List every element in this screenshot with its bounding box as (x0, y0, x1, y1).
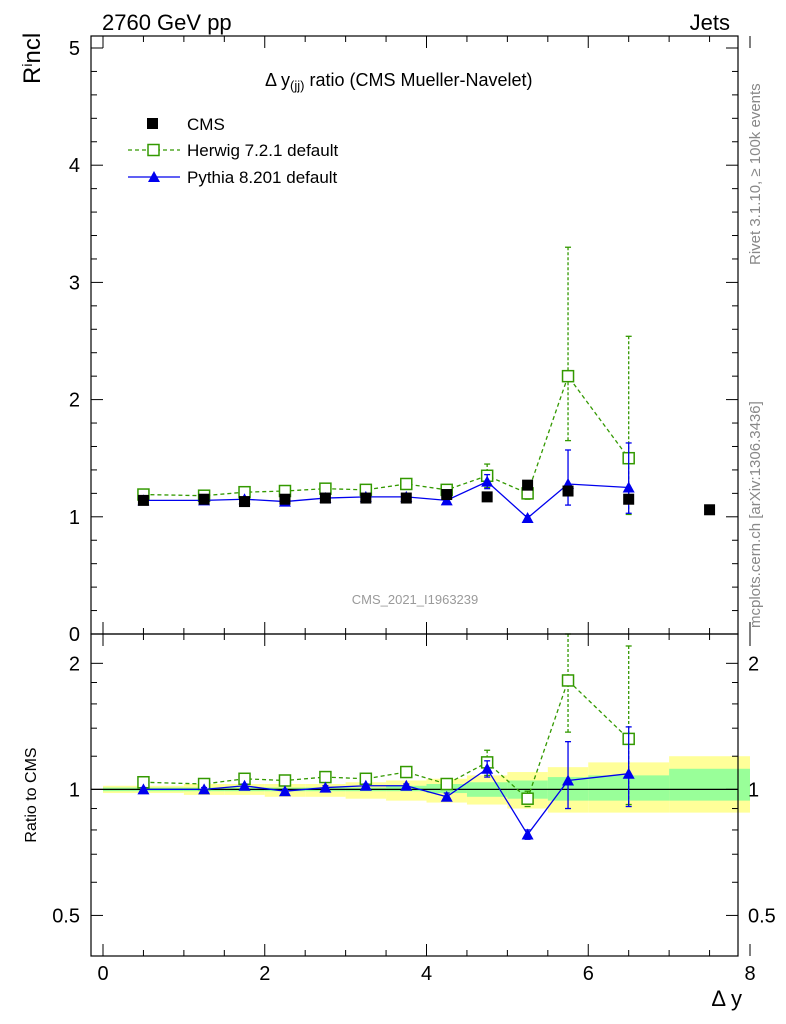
data-point-cms (239, 496, 251, 508)
x-axis-label: Δ y (711, 986, 742, 1011)
main-panel-series (137, 246, 716, 523)
data-point-herwig (561, 369, 575, 383)
y-axis-label-main: Rincl (19, 33, 46, 84)
data-point-pythia (440, 790, 453, 802)
data-point-herwig (400, 765, 413, 779)
panel-frames (90, 35, 739, 957)
header-energy: 2760 GeV pp (102, 10, 232, 35)
legend-marker-pythia (148, 171, 160, 182)
x-tick-label: 8 (744, 963, 755, 985)
y-tick-label-main: 3 (69, 272, 80, 294)
data-point-pythia (562, 774, 575, 786)
data-point-cms (441, 489, 453, 501)
y-tick-label-main: 2 (69, 390, 80, 412)
data-point-cms (481, 491, 493, 503)
data-point-pythia (622, 767, 635, 779)
mcplots-reference-label: mcplots.cern.ch [arXiv:1306.3436] (747, 401, 764, 628)
plot-title-sub: (jj) (290, 78, 304, 93)
data-point-pythia (481, 762, 494, 774)
y-tick-label-main: 4 (69, 155, 80, 177)
y-axis-label-rest: ncl (19, 33, 46, 64)
series-line-pythia (143, 480, 629, 519)
data-point-herwig (319, 770, 332, 784)
legend-label-herwig: Herwig 7.2.1 default (187, 141, 338, 160)
y-axis-label-sup: i (19, 64, 35, 67)
x-tick-label: 2 (259, 963, 270, 985)
header-jets: Jets (690, 10, 730, 35)
data-point-cms (360, 492, 372, 504)
y-axis-label-r: R (19, 67, 46, 84)
plot-title: Δ y(jj) ratio (CMS Mueller-Navelet) (265, 70, 533, 93)
y-tick-label-main: 0 (69, 624, 80, 646)
series-line-herwig (143, 679, 630, 800)
data-point-pythia (400, 779, 413, 791)
data-point-pythia (521, 828, 534, 840)
y-tick-label-ratio-right: 0.5 (748, 905, 776, 927)
data-point-pythia (137, 783, 150, 795)
ratio-panel-frame (90, 633, 739, 957)
x-tick-label: 0 (97, 963, 108, 985)
data-point-herwig (278, 774, 292, 787)
series-line-herwig (143, 374, 630, 497)
series-line-pythia (143, 767, 629, 836)
data-point-herwig (440, 777, 453, 791)
data-point-cms (562, 485, 574, 497)
data-point-herwig (400, 477, 413, 491)
y-tick-label-main: 1 (69, 507, 80, 529)
analysis-watermark: CMS_2021_I1963239 (352, 592, 479, 607)
data-point-pythia (278, 785, 291, 797)
data-point-cms (522, 479, 534, 491)
data-point-pythia (359, 779, 372, 791)
ratio-panel-series (137, 633, 635, 840)
y-tick-label-ratio-right: 2 (748, 653, 759, 675)
data-point-pythia (481, 475, 494, 487)
data-point-cms (198, 493, 210, 505)
y-axis-label-ratio: Ratio to CMS (23, 747, 40, 842)
legend-label-pythia: Pythia 8.201 default (187, 168, 338, 187)
data-point-pythia (622, 481, 635, 493)
data-point-pythia (238, 779, 251, 791)
legend-marker-herwig (147, 143, 160, 157)
data-point-herwig (561, 674, 575, 687)
x-tick-label: 4 (421, 963, 432, 985)
y-tick-label-ratio: 2 (69, 653, 80, 675)
data-point-herwig (521, 792, 534, 805)
legend-marker-cms (147, 118, 158, 129)
data-point-cms (704, 504, 716, 516)
data-point-pythia (198, 783, 211, 795)
y-tick-label-main: 5 (69, 38, 80, 60)
axis-ticks: 0 2 4 6 8 0 1 2 3 4 5 0.5 0.5 1 1 2 2 (52, 36, 776, 985)
y-tick-label-ratio-right: 1 (748, 779, 759, 801)
data-point-cms (319, 492, 331, 504)
data-point-pythia (521, 511, 534, 523)
x-tick-label: 6 (583, 963, 594, 985)
y-tick-label-ratio: 1 (69, 779, 80, 801)
legend: CMS Herwig 7.2.1 default Pythia 8.201 de… (128, 115, 338, 187)
data-point-pythia (319, 781, 332, 793)
plot-title-main: Δ y (265, 70, 290, 90)
data-point-cms (623, 493, 635, 505)
data-point-cms (400, 492, 412, 504)
legend-label-cms: CMS (187, 115, 225, 134)
data-point-cms (137, 494, 149, 506)
data-point-cms (279, 493, 291, 505)
plot-title-rest: ratio (CMS Mueller-Navelet) (304, 70, 532, 90)
band-inner-bin (669, 768, 750, 801)
rivet-version-label: Rivet 3.1.10, ≥ 100k events (747, 83, 764, 265)
y-tick-label-ratio: 0.5 (52, 905, 80, 927)
